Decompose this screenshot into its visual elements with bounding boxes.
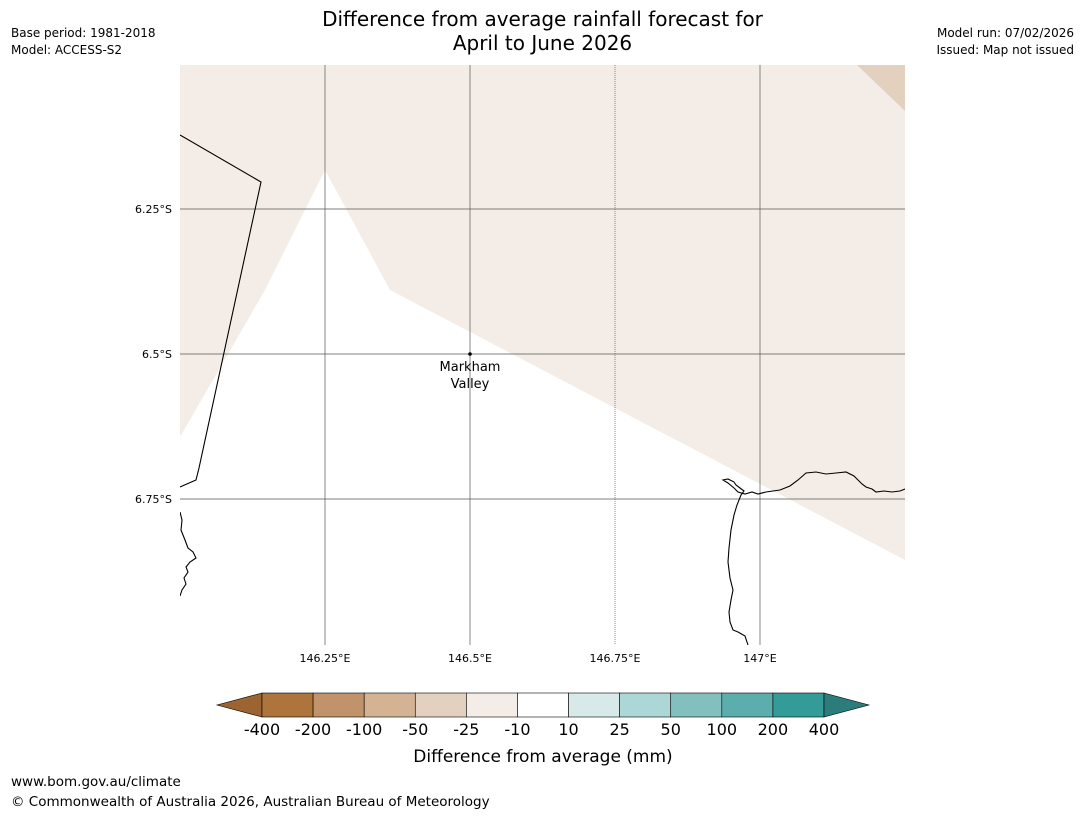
colorbar-tick-label: -50: [402, 720, 428, 739]
colorbar-segment: [466, 692, 518, 718]
colorbar-segment: [721, 692, 774, 718]
place-label-line1: Markham: [440, 360, 501, 375]
markham-valley-marker: [468, 352, 472, 356]
colorbar-tick-label: 100: [707, 720, 738, 739]
footer-copyright: © Commonwealth of Australia 2026, Austra…: [11, 794, 490, 810]
lat-label-6-5: 6.5°S: [142, 348, 172, 361]
issued-text: Issued: Map not issued: [936, 43, 1074, 57]
colorbar-tick-label: -10: [504, 720, 530, 739]
east-coastline: [721, 471, 905, 645]
anomaly-region-neg10-to-25: [180, 65, 905, 560]
colorbar-tick-label: -400: [244, 720, 280, 739]
model-text: Model: ACCESS-S2: [11, 43, 123, 57]
colorbar-segment: [670, 692, 723, 718]
map-plot-area: [180, 65, 905, 645]
border-line: [180, 134, 262, 488]
colorbar-tick-label: -200: [295, 720, 331, 739]
coastline-borders: [180, 134, 905, 645]
colorbar-segment: [517, 692, 569, 718]
map-title: Difference from average rainfall forecas…: [0, 7, 1085, 55]
base-period-text: Base period: 1981-2018: [11, 26, 156, 40]
colorbar-tick-label: -100: [346, 720, 382, 739]
colorbar-tick-label: 200: [758, 720, 789, 739]
colorbar-segment: [619, 692, 672, 718]
colorbar-tick-label: 400: [809, 720, 840, 739]
west-coastline: [180, 511, 197, 597]
map-title-line2: April to June 2026: [452, 31, 633, 55]
colorbar-high-extension: [823, 692, 871, 718]
metadata-left: Base period: 1981-2018 Model: ACCESS-S2: [11, 25, 156, 59]
lat-label-6-25: 6.25°S: [135, 203, 172, 216]
colorbar-title: Difference from average (mm): [413, 747, 672, 767]
colorbar-segment: [568, 692, 620, 718]
colorbar-segment: [312, 692, 365, 718]
place-label-line2: Valley: [451, 377, 490, 392]
colorbar-low-extension: [215, 692, 263, 718]
footer-url: www.bom.gov.au/climate: [11, 774, 181, 790]
colorbar-segment: [363, 692, 416, 718]
lat-label-6-75: 6.75°S: [135, 493, 172, 506]
colorbar-segment: [414, 692, 467, 718]
lon-label-146-5: 146.5°E: [448, 652, 492, 665]
colorbar-segment: [261, 692, 314, 718]
colorbar-tick-label: 25: [609, 720, 629, 739]
model-run-text: Model run: 07/02/2026: [936, 26, 1074, 40]
lon-label-146-25: 146.25°E: [300, 652, 351, 665]
anomaly-region-neg25-to-50: [857, 65, 905, 111]
map-title-line1: Difference from average rainfall forecas…: [322, 7, 763, 31]
colorbar-tick-label: 10: [558, 720, 578, 739]
lon-label-146-75: 146.75°E: [590, 652, 641, 665]
colorbar-tick-label: 50: [661, 720, 681, 739]
colorbar: -400 -200 -100 -50 -25 -10 10 25 50 100 200 400: [215, 692, 871, 739]
metadata-right: Model run: 07/02/2026 Issued: Map not is…: [936, 25, 1074, 59]
lon-label-147: 147°E: [743, 652, 776, 665]
colorbar-tick-label: -25: [453, 720, 479, 739]
colorbar-segment: [772, 692, 825, 718]
